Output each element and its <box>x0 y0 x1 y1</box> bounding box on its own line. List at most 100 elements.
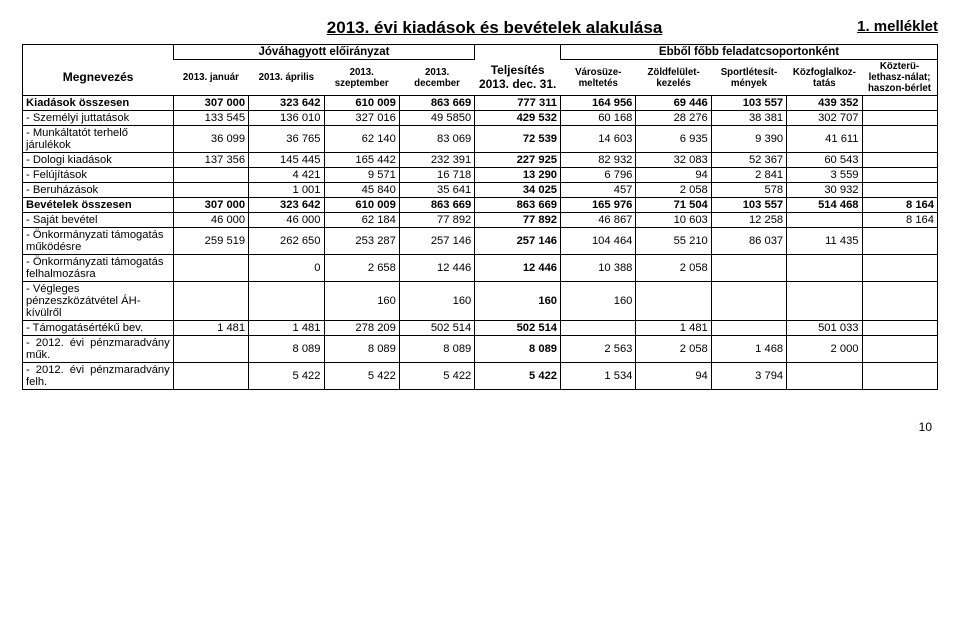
cell <box>173 336 248 363</box>
cell: 71 504 <box>636 198 711 213</box>
cell: 160 <box>561 282 636 321</box>
cell: 160 <box>324 282 399 321</box>
cell <box>787 213 862 228</box>
cell: 5 422 <box>324 363 399 390</box>
cell: 83 069 <box>399 126 474 153</box>
cell: 164 956 <box>561 96 636 111</box>
cell: 82 932 <box>561 153 636 168</box>
cell: 2 000 <box>787 336 862 363</box>
budget-table: Jóváhagyott előirányzat Ebből főbb felad… <box>22 44 938 390</box>
cell: 10 388 <box>561 255 636 282</box>
cell: 160 <box>475 282 561 321</box>
cell: 2 058 <box>636 336 711 363</box>
row-label: - Önkormányzati támogatás működésre <box>23 228 174 255</box>
cell <box>173 363 248 390</box>
table-row: Kiadások összesen307 000323 642610 00986… <box>23 96 938 111</box>
cell: 62 140 <box>324 126 399 153</box>
row-label: - Beruházások <box>23 183 174 198</box>
cell <box>787 363 862 390</box>
cell <box>862 228 937 255</box>
cell: 36 099 <box>173 126 248 153</box>
th-megnevezes: Megnevezés <box>23 60 174 96</box>
cell: 69 446 <box>636 96 711 111</box>
cell <box>173 183 248 198</box>
cell: 8 164 <box>862 213 937 228</box>
cell: 36 765 <box>249 126 324 153</box>
cell: 32 083 <box>636 153 711 168</box>
cell: 86 037 <box>711 228 786 255</box>
page-title: 2013. évi kiadások és bevételek alakulás… <box>132 18 857 38</box>
cell: 137 356 <box>173 153 248 168</box>
cell: 103 557 <box>711 96 786 111</box>
cell: 3 794 <box>711 363 786 390</box>
cell <box>787 255 862 282</box>
cell <box>173 168 248 183</box>
cell: 1 481 <box>249 321 324 336</box>
row-label: - Dologi kiadások <box>23 153 174 168</box>
th-jan: 2013. január <box>173 60 248 96</box>
cell: 259 519 <box>173 228 248 255</box>
cell: 9 390 <box>711 126 786 153</box>
cell: 2 563 <box>561 336 636 363</box>
cell: 5 422 <box>399 363 474 390</box>
cell: 1 481 <box>173 321 248 336</box>
cell: 327 016 <box>324 111 399 126</box>
row-label: - 2012. évi pénzmaradvány felh. <box>23 363 174 390</box>
cell: 2 058 <box>636 183 711 198</box>
cell: 104 464 <box>561 228 636 255</box>
cell: 41 611 <box>787 126 862 153</box>
cell: 578 <box>711 183 786 198</box>
row-label: - Saját bevétel <box>23 213 174 228</box>
th-zold: Zöldfelület-kezelés <box>636 60 711 96</box>
cell: 227 925 <box>475 153 561 168</box>
cell: 11 435 <box>787 228 862 255</box>
table-row: - Önkormányzati támogatás működésre259 5… <box>23 228 938 255</box>
table-row: Bevételek összesen307 000323 642610 0098… <box>23 198 938 213</box>
cell: 1 001 <box>249 183 324 198</box>
cell: 94 <box>636 363 711 390</box>
cell: 8 089 <box>249 336 324 363</box>
row-label: - Munkáltatót terhelő járulékok <box>23 126 174 153</box>
cell: 10 603 <box>636 213 711 228</box>
th-sep: 2013. szeptember <box>324 60 399 96</box>
cell: 145 445 <box>249 153 324 168</box>
cell: 72 539 <box>475 126 561 153</box>
th-apr: 2013. április <box>249 60 324 96</box>
table-row: - Önkormányzati támogatás felhalmozásra0… <box>23 255 938 282</box>
cell: 502 514 <box>399 321 474 336</box>
cell <box>173 282 248 321</box>
appendix-label: 1. melléklet <box>857 18 938 35</box>
cell: 14 603 <box>561 126 636 153</box>
cell: 302 707 <box>787 111 862 126</box>
cell <box>862 96 937 111</box>
cell: 6 935 <box>636 126 711 153</box>
table-row: - Felújítások4 4219 57116 71813 2906 796… <box>23 168 938 183</box>
cell: 8 164 <box>862 198 937 213</box>
cell: 34 025 <box>475 183 561 198</box>
cell: 5 422 <box>249 363 324 390</box>
cell: 323 642 <box>249 96 324 111</box>
row-label: Bevételek összesen <box>23 198 174 213</box>
cell: 28 276 <box>636 111 711 126</box>
cell: 863 669 <box>399 198 474 213</box>
cell: 38 381 <box>711 111 786 126</box>
th-tasks: Ebből főbb feladatcsoportonként <box>561 45 938 60</box>
cell: 12 258 <box>711 213 786 228</box>
cell <box>862 282 937 321</box>
cell: 439 352 <box>787 96 862 111</box>
table-row: - Dologi kiadások137 356145 445165 44223… <box>23 153 938 168</box>
row-label: - Végleges pénzeszközátvétel ÁH- kívülrő… <box>23 282 174 321</box>
cell: 501 033 <box>787 321 862 336</box>
row-label: - Személyi juttatások <box>23 111 174 126</box>
cell <box>862 111 937 126</box>
cell: 60 168 <box>561 111 636 126</box>
cell: 262 650 <box>249 228 324 255</box>
cell <box>711 321 786 336</box>
table-row: - Saját bevétel46 00046 00062 18477 8927… <box>23 213 938 228</box>
cell: 160 <box>399 282 474 321</box>
cell: 77 892 <box>475 213 561 228</box>
cell: 610 009 <box>324 198 399 213</box>
cell: 16 718 <box>399 168 474 183</box>
cell: 49 5850 <box>399 111 474 126</box>
th-approved: Jóváhagyott előirányzat <box>173 45 475 60</box>
